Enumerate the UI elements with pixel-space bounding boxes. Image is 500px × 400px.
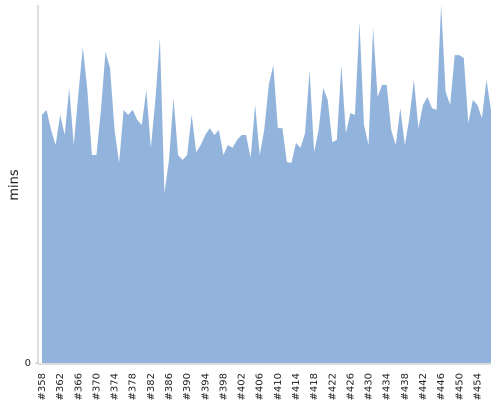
y-tick-label: 0 (25, 358, 31, 369)
x-tick-label: #430 (364, 373, 375, 400)
x-tick-label: #402 (237, 373, 248, 400)
x-tick-label: #398 (218, 373, 229, 400)
x-tick-label: #386 (164, 373, 175, 400)
x-tick-label: #454 (472, 373, 483, 400)
x-tick-label: #370 (91, 373, 102, 400)
x-tick-label: #434 (382, 373, 393, 400)
x-tick-label: #390 (182, 373, 193, 400)
x-tick-label: #382 (146, 373, 157, 400)
x-tick-label: #450 (454, 373, 465, 400)
x-tick-label: #362 (55, 373, 66, 400)
x-tick-label: #422 (327, 373, 338, 400)
area (42, 5, 491, 363)
y-axis-label: mins (7, 169, 22, 201)
x-tick-label: #414 (291, 373, 302, 400)
x-tick-label: #410 (273, 373, 284, 400)
x-tick-label: #438 (400, 373, 411, 400)
x-tick-label: #446 (436, 373, 447, 400)
x-tick-label: #374 (110, 373, 121, 400)
x-tick-label: #394 (200, 373, 211, 400)
x-tick-label: #418 (309, 373, 320, 400)
x-tick-label: #378 (128, 373, 139, 400)
x-tick-label: #406 (255, 373, 266, 400)
x-tick-label: #426 (345, 373, 356, 400)
x-tick-label: #366 (73, 373, 84, 400)
x-tick-label: #442 (418, 373, 429, 400)
x-tick-label: #358 (37, 373, 48, 400)
